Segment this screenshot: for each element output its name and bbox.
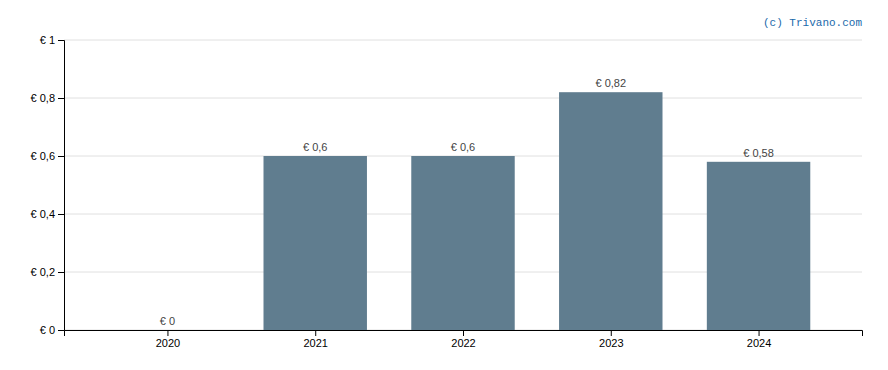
- y-tick-mark: [58, 98, 64, 99]
- y-tick: € 0,6: [31, 150, 64, 162]
- x-tick-mark: [759, 330, 760, 336]
- y-tick: € 0: [40, 324, 64, 336]
- y-tick: € 0,2: [31, 266, 64, 278]
- data-label: € 0,58: [743, 147, 774, 159]
- y-tick: € 1: [40, 34, 64, 46]
- x-tick: 2021: [303, 330, 327, 349]
- data-label: € 0,82: [595, 77, 626, 89]
- watermark: (c) Trivano.com: [763, 17, 862, 29]
- y-axis: € 0 € 0,2 € 0,4 € 0,6 € 0,8 € 1: [31, 34, 65, 336]
- x-tick: 2022: [451, 330, 475, 349]
- x-tick-label: 2024: [747, 337, 771, 349]
- chart: € 0€ 0,6€ 0,6€ 0,82€ 0,58202020212022202…: [0, 0, 888, 370]
- data-labels: € 0 € 0,6 € 0,6 € 0,82 € 0,58: [160, 77, 774, 327]
- data-label: € 0,6: [303, 141, 327, 153]
- x-axis-line: [65, 331, 863, 337]
- plot-area: [264, 92, 811, 330]
- x-tick-label: 2020: [156, 337, 180, 349]
- y-tick-label: € 0,6: [31, 150, 55, 162]
- y-tick-label: € 1: [40, 34, 55, 46]
- y-tick: € 0,4: [31, 208, 64, 220]
- x-tick-mark: [611, 330, 612, 336]
- y-axis-line: [58, 41, 65, 331]
- y-tick-label: € 0,8: [31, 92, 55, 104]
- y-tick-label: € 0: [40, 324, 55, 336]
- y-tick-mark: [58, 40, 64, 41]
- x-tick-mark: [463, 330, 464, 336]
- y-tick-mark: [58, 214, 64, 215]
- x-tick-label: 2022: [451, 337, 475, 349]
- y-tick-label: € 0,2: [31, 266, 55, 278]
- bar: [264, 156, 367, 330]
- x-tick: 2023: [599, 330, 623, 349]
- y-tick-mark: [58, 330, 64, 331]
- grid-line: [64, 40, 862, 41]
- bar: [116, 330, 219, 331]
- x-tick-label: 2021: [303, 337, 327, 349]
- grid-line: [64, 98, 862, 99]
- data-label: € 0: [160, 315, 175, 327]
- y-tick-mark: [58, 156, 64, 157]
- y-tick-label: € 0,4: [31, 208, 55, 220]
- bar: [559, 92, 662, 330]
- data-label: € 0,6: [451, 141, 475, 153]
- x-tick: 2024: [747, 330, 771, 349]
- bar: [707, 162, 810, 330]
- y-tick-mark: [58, 272, 64, 273]
- annotations: (c) Trivano.com: [763, 17, 862, 29]
- y-tick: € 0,8: [31, 92, 64, 104]
- x-tick: 2020: [156, 330, 180, 349]
- bar: [411, 156, 514, 330]
- x-tick-label: 2023: [599, 337, 623, 349]
- x-tick-mark: [315, 330, 316, 336]
- x-tick-mark: [167, 330, 168, 336]
- x-axis: 2020 2021 2022 2023 2024: [65, 330, 863, 349]
- grid: [64, 40, 862, 330]
